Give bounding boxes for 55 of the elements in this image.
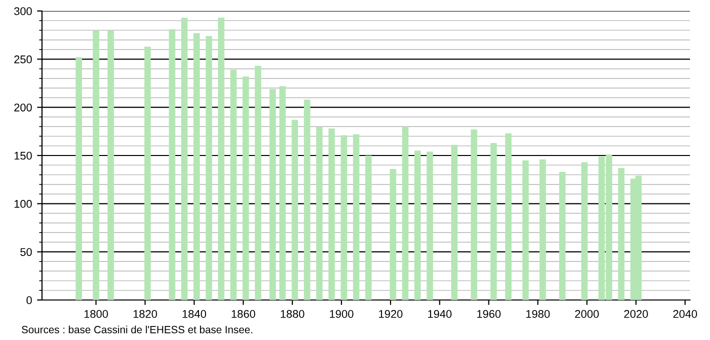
bar [181,18,188,300]
bar [490,142,497,300]
bar [328,128,335,300]
y-tick-label: 50 [20,248,32,256]
y-tick-label: 0 [26,296,32,304]
bar [505,133,512,300]
bar [92,30,100,300]
bar [414,150,421,300]
x-tick-label: 2000 [575,310,599,318]
bar [451,144,458,300]
source-note: Sources : base Cassini de l'EHESS et base Insee. [22,326,252,334]
bar [270,89,276,300]
bar [581,162,588,300]
y-tick-label: 200 [14,104,32,112]
bar [230,70,237,300]
bar [316,126,323,300]
bar [108,30,114,300]
bar [540,159,546,300]
bar [618,168,624,300]
bar [254,66,262,300]
x-tick-label: 1980 [526,310,550,318]
bar [304,100,310,300]
x-tick-label: 1840 [182,310,206,318]
y-tick-label: 250 [14,55,32,64]
y-tick-label: 100 [14,200,32,208]
bar [242,76,249,300]
bar [559,172,566,300]
y-tick-label: 150 [14,152,32,160]
x-tick-label: 1940 [428,310,452,318]
bar [279,86,286,300]
x-tick-label: 2020 [624,310,648,318]
bar [365,156,372,300]
bar [76,57,82,300]
bar [340,135,348,300]
x-tick-label: 1820 [134,310,158,318]
bar [352,134,360,300]
bar [522,160,529,300]
bar [168,29,176,300]
x-tick-label: 2040 [673,310,698,318]
bar [218,18,224,300]
bar [402,126,408,300]
x-tick-label: 1800 [84,310,108,318]
bar [206,36,212,300]
x-tick-label: 1860 [232,310,256,318]
x-tick-label: 1900 [330,310,354,318]
bar [426,152,434,300]
bar [193,33,200,300]
bar [470,129,478,300]
bar [144,46,151,300]
x-tick-label: 1960 [477,310,501,318]
bar [292,120,298,300]
bar [390,168,396,300]
x-tick-label: 1920 [379,310,402,318]
y-tick-label: 300 [14,7,32,16]
x-tick-label: 1880 [280,310,304,318]
